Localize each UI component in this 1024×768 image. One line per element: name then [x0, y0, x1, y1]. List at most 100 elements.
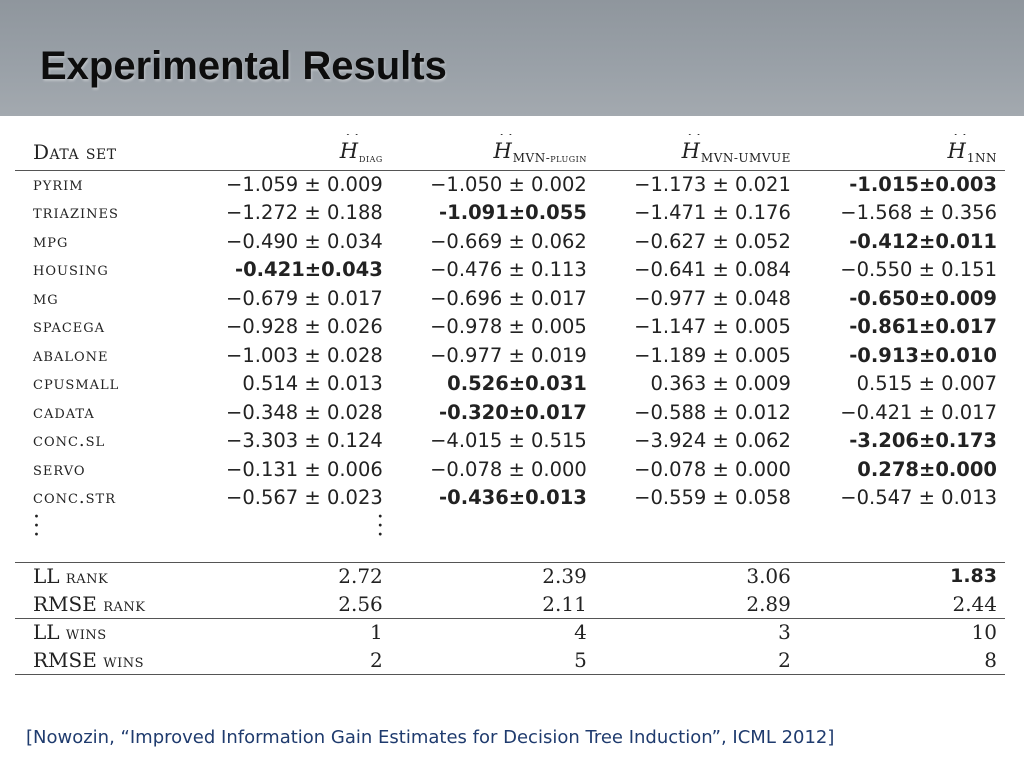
summary-body: LL rank 2.72 2.39 3.06 1.83 RMSE rank 2.56 2.11…: [15, 561, 1005, 675]
result-cell: −0.978 ± 0.005: [430, 315, 587, 339]
result-cell: −0.977 ± 0.048: [634, 286, 791, 310]
wins-value: 10: [798, 617, 1005, 646]
result-cell: −0.078 ± 0.000: [430, 457, 587, 481]
result-cell: −1.050 ± 0.002: [430, 173, 587, 196]
wins-label: RMSE wins: [15, 646, 207, 675]
result-cell: -0.436±0.013: [439, 486, 587, 510]
result-cell: -0.861±0.017: [849, 315, 997, 339]
wins-value: 3: [594, 617, 799, 646]
result-cell: −0.588 ± 0.012: [634, 400, 791, 424]
result-cell: -0.913±0.010: [849, 343, 997, 367]
rank-row: RMSE rank 2.56 2.11 2.89 2.44: [15, 590, 1005, 618]
result-cell: −0.421 ± 0.017: [840, 400, 997, 424]
result-cell: 0.514 ± 0.013: [242, 372, 383, 396]
result-cell: 0.278±0.000: [857, 457, 997, 481]
dataset-name: spacega: [33, 316, 106, 338]
wins-value: 5: [390, 646, 595, 675]
wins-value: 2: [594, 646, 799, 675]
result-cell: −0.696 ± 0.017: [430, 286, 587, 310]
table-row: mpg −0.490 ± 0.034 −0.669 ± 0.062 −0.627 ± …: [15, 227, 1005, 256]
result-cell: −0.567 ± 0.023: [226, 486, 383, 510]
dataset-name: pyrim: [33, 174, 84, 195]
result-cell: 0.515 ± 0.007: [856, 372, 997, 396]
result-cell: −0.641 ± 0.084: [634, 258, 791, 282]
result-cell: 0.363 ± 0.009: [650, 372, 791, 396]
wins-value: 4: [390, 617, 595, 646]
rank-value: 1.83: [798, 561, 1005, 590]
result-cell: −1.568 ± 0.356: [840, 201, 997, 225]
result-cell: −0.627 ± 0.052: [634, 229, 791, 253]
result-cell: −1.189 ± 0.005: [634, 343, 791, 367]
rank-value: 2.56: [338, 591, 383, 616]
result-cell: −0.490 ± 0.034: [226, 229, 383, 253]
rank-value: 2.39: [390, 561, 595, 590]
result-cell: -0.650±0.009: [849, 286, 997, 310]
table-row: mg −0.679 ± 0.017 −0.696 ± 0.017 −0.977 ± 0…: [15, 284, 1005, 313]
result-cell: −0.977 ± 0.019: [430, 343, 587, 367]
result-cell: −0.131 ± 0.006: [226, 457, 383, 481]
result-cell: −1.471 ± 0.176: [634, 201, 791, 225]
column-header-mvn-umvue: HMVN-UMVUE: [594, 134, 799, 171]
table-row: housing -0.421±0.043 −0.476 ± 0.113 −0.641 …: [15, 256, 1005, 285]
result-cell: -0.421±0.043: [234, 258, 383, 282]
table-row: conc.sl −3.303 ± 0.124 −4.015 ± 0.515 −3.92…: [15, 427, 1005, 456]
result-cell: −0.547 ± 0.013: [840, 486, 997, 510]
dataset-name: mg: [33, 287, 59, 309]
results-table: Data set Hdiag HMVN-plugin HMVN-UMVUE H1…: [15, 134, 1005, 675]
table-row: cpusmall 0.514 ± 0.013 0.526±0.031 0.363 ± …: [15, 370, 1005, 399]
rank-row: LL rank 2.72 2.39 3.06 1.83: [15, 561, 1005, 590]
wins-label: LL wins: [15, 617, 207, 646]
wins-row: RMSE wins 2 5 2 8: [15, 646, 1005, 675]
result-cell: −4.015 ± 0.515: [430, 429, 587, 453]
rank-value: 3.06: [594, 561, 799, 590]
vertical-ellipsis: · · ·: [33, 512, 40, 548]
table-row: conc.str −0.567 ± 0.023 -0.436±0.013 −0.559…: [15, 484, 1005, 513]
table-header-row: Data set Hdiag HMVN-plugin HMVN-UMVUE H1…: [15, 134, 1005, 171]
table-row: abalone −1.003 ± 0.028 −0.977 ± 0.019 −1.18…: [15, 341, 1005, 370]
dataset-name: abalone: [33, 344, 109, 366]
table-row: pyrim −1.059 ± 0.009 −1.050 ± 0.002 −1.173 …: [15, 170, 1005, 199]
rank-label: LL rank: [15, 561, 207, 590]
result-cell: −1.272 ± 0.188: [226, 201, 383, 225]
result-cell: −1.059 ± 0.009: [226, 173, 383, 196]
dataset-name: conc.str: [33, 487, 117, 509]
citation: [Nowozin, “Improved Information Gain Est…: [26, 727, 835, 748]
dataset-name: servo: [33, 458, 86, 480]
result-cell: 0.526±0.031: [447, 372, 587, 396]
vertical-ellipsis: · · ·: [376, 512, 384, 548]
table-row: triazines −1.272 ± 0.188 -1.091±0.055 −1.47…: [15, 199, 1005, 228]
result-cell: −0.559 ± 0.058: [634, 486, 791, 510]
result-cell: -0.412±0.011: [849, 229, 997, 253]
result-cell: −0.476 ± 0.113: [430, 258, 587, 282]
result-cell: −3.924 ± 0.062: [634, 429, 791, 453]
dataset-name: cpusmall: [33, 373, 120, 395]
result-cell: −3.303 ± 0.124: [226, 429, 383, 453]
wins-value: 2: [206, 646, 391, 675]
rank-value: 2.89: [746, 591, 791, 616]
result-cell: −1.003 ± 0.028: [226, 343, 383, 367]
dataset-name: triazines: [33, 202, 119, 224]
result-cell: −0.669 ± 0.062: [430, 229, 587, 253]
result-cell: −0.078 ± 0.000: [634, 457, 791, 481]
table-row: spacega −0.928 ± 0.026 −0.978 ± 0.005 −1.14…: [15, 313, 1005, 342]
column-header-diag: Hdiag: [206, 134, 391, 171]
column-header-mvn-plugin: HMVN-plugin: [390, 134, 595, 171]
result-cell: −1.147 ± 0.005: [634, 315, 791, 339]
dataset-name: housing: [33, 259, 109, 281]
table-row: servo −0.131 ± 0.006 −0.078 ± 0.000 −0.078 …: [15, 455, 1005, 484]
slide-title: Experimental Results: [40, 44, 447, 88]
result-cell: -1.091±0.055: [439, 201, 587, 225]
wins-row: LL wins 1 4 3 10: [15, 617, 1005, 646]
table-row: cadata −0.348 ± 0.028 -0.320±0.017 −0.588 ±…: [15, 398, 1005, 427]
result-cell: −1.173 ± 0.021: [634, 173, 791, 196]
rank-label: RMSE rank: [33, 591, 146, 616]
slide-header: Experimental Results: [0, 0, 1024, 116]
dataset-name: conc.sl: [33, 430, 106, 452]
rank-value: 2.44: [952, 591, 997, 616]
result-cell: −0.348 ± 0.028: [226, 400, 383, 424]
ellipsis-row: · · · · · ·: [15, 512, 1005, 562]
column-header-1nn: H1NN: [798, 134, 1005, 171]
wins-value: 8: [798, 646, 1005, 675]
rank-value: 2.72: [206, 561, 391, 590]
result-cell: −0.550 ± 0.151: [840, 258, 997, 282]
